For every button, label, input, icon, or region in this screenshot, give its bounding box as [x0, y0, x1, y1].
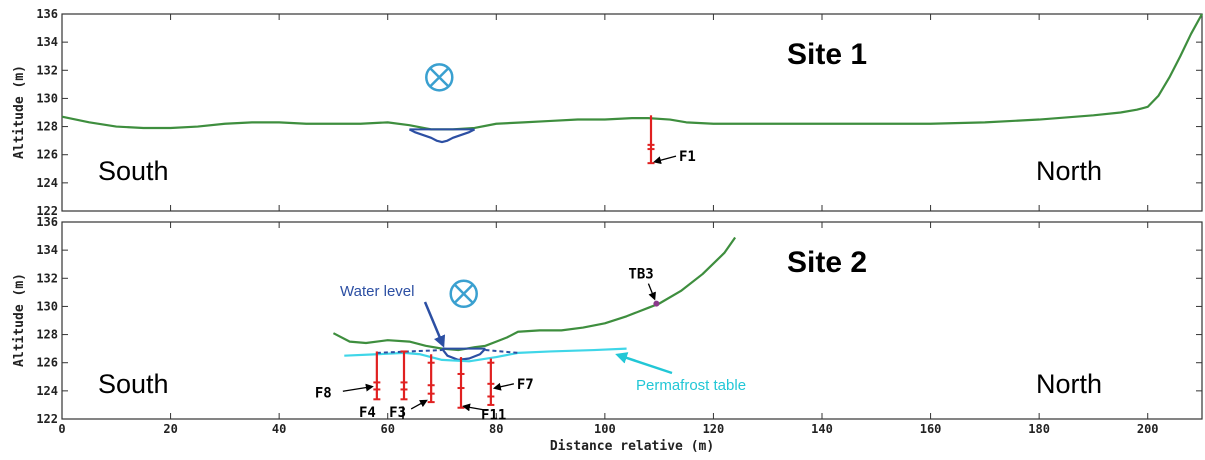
- x-tick-label: 100: [594, 422, 616, 436]
- water-level-annotation: Water level: [340, 283, 414, 300]
- y-tick-label: 122: [36, 412, 58, 426]
- water-level-arrow: [423, 301, 446, 348]
- y-tick-label: 136: [36, 7, 58, 21]
- site2-points: TB3: [628, 267, 660, 307]
- site2-south-label: South: [98, 369, 169, 399]
- site2-panel: 122 124 126 128 130 132 134 136 0 20 40 60 80 100 120…: [12, 215, 1203, 454]
- site2-title: Site 2: [787, 246, 867, 279]
- site2-flow-symbol-icon: [449, 279, 478, 309]
- site1-ticks: [61, 13, 1202, 212]
- borehole-f8: F8: [315, 351, 381, 401]
- x-tick-label: 0: [58, 422, 65, 436]
- site2-ticks: [61, 221, 1202, 420]
- x-tick-label: 20: [163, 422, 177, 436]
- permafrost-table-arrow: [615, 352, 673, 375]
- site2-xlabel: Distance relative (m): [550, 439, 714, 454]
- y-tick-label: 124: [36, 176, 58, 190]
- site2-y-tick-labels: 122 124 126 128 130 132 134 136: [36, 215, 58, 426]
- site2-boreholes: F8 F4 F3 F11 F7: [315, 350, 534, 423]
- series-line: [344, 347, 627, 363]
- series-line: [408, 128, 476, 144]
- y-tick-label: 130: [36, 91, 58, 105]
- water-level-extension: [485, 349, 519, 354]
- x-tick-label: 60: [380, 422, 394, 436]
- series-line: [441, 347, 487, 361]
- site1-plot-frame: [61, 13, 1203, 212]
- borehole-arrow: [342, 383, 374, 392]
- permafrost-table-annotation: Permafrost table: [636, 377, 746, 394]
- y-tick-label: 132: [36, 63, 58, 77]
- y-tick-label: 128: [36, 120, 58, 134]
- y-tick-label: 132: [36, 271, 58, 285]
- site1-south-label: South: [98, 156, 169, 186]
- x-tick-label: 160: [920, 422, 942, 436]
- site1-flow-symbol-icon: [425, 63, 454, 92]
- borehole-f7: F7: [487, 358, 534, 406]
- borehole-label: F1: [679, 149, 696, 165]
- borehole-arrow: [653, 155, 677, 165]
- series-line: [332, 236, 737, 352]
- borehole-f1: F1: [647, 115, 696, 165]
- point-marker: [653, 300, 660, 307]
- borehole-label: F7: [517, 377, 534, 393]
- x-tick-label: 200: [1137, 422, 1159, 436]
- borehole-label: F11: [481, 407, 506, 423]
- borehole-arrow: [492, 382, 514, 391]
- site1-title: Site 1: [787, 38, 867, 71]
- y-tick-label: 128: [36, 328, 58, 342]
- borehole-label: F4: [359, 405, 376, 421]
- x-tick-label: 80: [489, 422, 503, 436]
- borehole-arrow: [410, 399, 428, 410]
- site2-north-label: North: [1036, 369, 1102, 399]
- site1-ylabel: Altitude (m): [12, 65, 27, 159]
- y-tick-label: 130: [36, 299, 58, 313]
- site2-plot-frame: [61, 221, 1203, 420]
- borehole-f4: F4: [359, 350, 408, 421]
- point-label: TB3: [628, 267, 653, 283]
- y-tick-label: 124: [36, 384, 58, 398]
- site1-boreholes: F1: [647, 115, 696, 165]
- site1-panel: 122 124 126 128 130 132 134 136 Altitude (m) F1…: [12, 7, 1203, 218]
- site2-series: [332, 236, 737, 363]
- site2-x-tick-labels: 0 20 40 60 80 100 120 140 160 180 200: [58, 422, 1158, 436]
- site1-y-tick-labels: 122 124 126 128 130 132 134 136: [36, 7, 58, 218]
- borehole-f3: F3: [389, 354, 435, 421]
- borehole-label: F3: [389, 405, 406, 421]
- borehole-arrow: [462, 403, 488, 412]
- borehole-label: F8: [315, 385, 332, 401]
- y-tick-label: 126: [36, 148, 58, 162]
- y-tick-label: 136: [36, 215, 58, 229]
- series-line: [61, 13, 1203, 131]
- point-arrow: [647, 283, 656, 301]
- site1-series: [61, 13, 1203, 144]
- water-level-extension: [376, 349, 443, 354]
- x-tick-label: 120: [703, 422, 725, 436]
- x-tick-label: 180: [1028, 422, 1050, 436]
- y-tick-label: 134: [36, 243, 58, 257]
- site2-ylabel: Altitude (m): [12, 273, 27, 367]
- x-tick-label: 140: [811, 422, 833, 436]
- y-tick-label: 126: [36, 356, 58, 370]
- x-tick-label: 40: [272, 422, 286, 436]
- site1-north-label: North: [1036, 156, 1102, 186]
- y-tick-label: 134: [36, 35, 58, 49]
- borehole-f11: F11: [457, 357, 506, 423]
- y-tick-label: 122: [36, 204, 58, 218]
